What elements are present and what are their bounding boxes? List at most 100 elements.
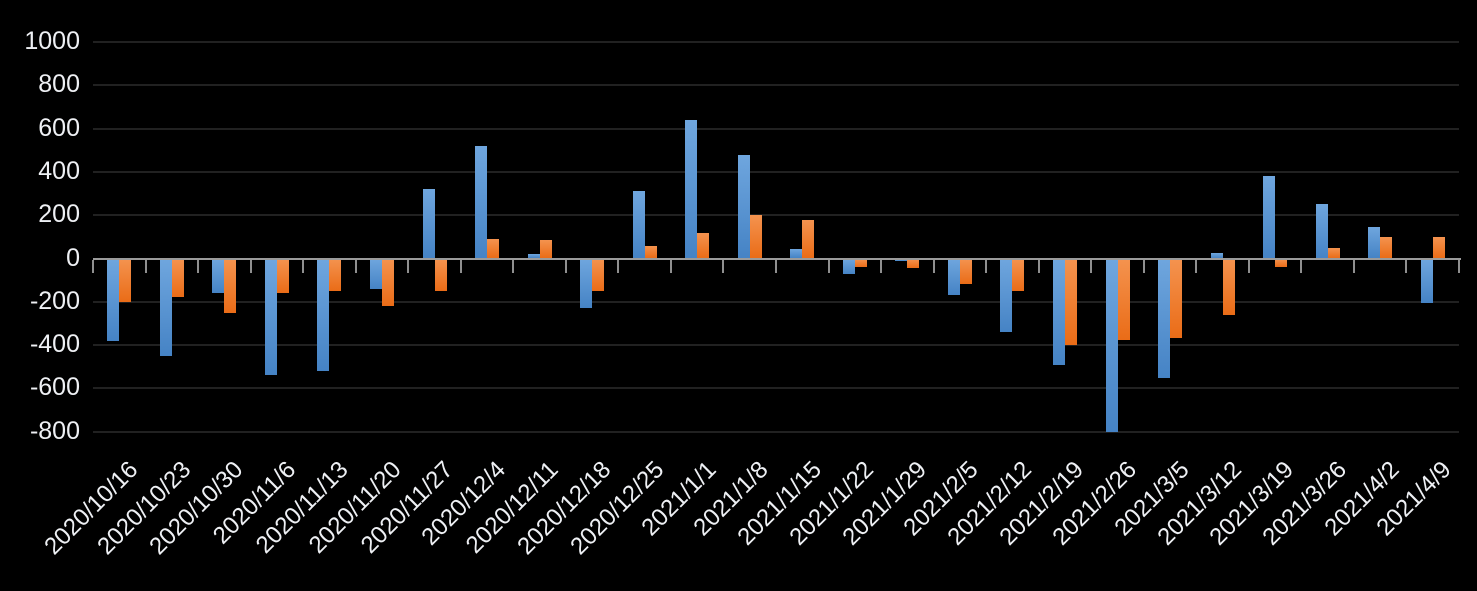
bar-orange: [224, 258, 237, 313]
bar-blue: [1105, 258, 1118, 432]
bar-blue: [842, 258, 855, 274]
x-axis-tick: [1142, 259, 1145, 273]
x-axis-tick: [92, 259, 94, 273]
bar-blue: [1210, 253, 1223, 259]
bar-orange: [697, 232, 710, 259]
y-tick-label: 800: [38, 70, 80, 99]
gridline--800: [93, 430, 1459, 433]
gridline--200: [93, 300, 1459, 303]
bar-orange: [1327, 247, 1340, 259]
x-axis-tick: [512, 259, 515, 273]
bar-blue: [422, 189, 435, 259]
x-axis-tick: [880, 259, 883, 273]
y-tick-label: 1000: [24, 27, 80, 55]
bar-blue: [317, 258, 330, 372]
bar-blue: [159, 258, 172, 356]
bar-blue: [1158, 258, 1171, 378]
x-axis-tick: [669, 259, 672, 273]
y-tick-label: 0: [66, 243, 80, 272]
bar-orange: [644, 245, 657, 259]
gridline--400: [93, 344, 1459, 347]
bar-blue: [790, 248, 803, 259]
x-axis-tick: [617, 259, 620, 273]
bar-orange: [171, 258, 184, 298]
x-axis-tick: [1247, 259, 1250, 273]
bar-blue: [1420, 258, 1433, 303]
bar-blue: [1263, 176, 1276, 259]
bar-orange: [119, 258, 132, 302]
bar-orange: [1117, 258, 1130, 340]
bar-blue: [1000, 258, 1013, 333]
bar-blue: [895, 258, 908, 261]
bar-blue: [580, 258, 593, 309]
bar-blue: [1368, 227, 1381, 259]
bar-orange: [487, 239, 500, 259]
x-axis-tick: [564, 259, 567, 273]
bar-orange: [749, 215, 762, 259]
x-axis-tick: [1300, 259, 1303, 273]
bar-orange: [1380, 236, 1393, 259]
bar-blue: [685, 119, 698, 259]
gridline--600: [93, 387, 1459, 390]
x-axis-tick: [985, 259, 988, 273]
x-axis-tick: [302, 259, 305, 273]
x-axis-tick: [249, 259, 252, 273]
y-tick-label: -400: [29, 330, 80, 359]
x-axis-tick: [1458, 259, 1460, 273]
bar-blue: [1315, 204, 1328, 259]
y-tick-label: -200: [29, 286, 80, 315]
x-axis-tick: [144, 259, 147, 273]
y-tick-label: 200: [38, 200, 80, 229]
bar-blue: [1052, 258, 1065, 365]
bar-blue: [737, 154, 750, 259]
bar-blue: [107, 258, 120, 341]
x-axis-tick: [722, 259, 725, 273]
gridline-600: [93, 127, 1459, 130]
x-axis-tick: [827, 259, 830, 273]
bar-orange: [381, 258, 394, 307]
x-axis-tick: [1352, 259, 1355, 273]
x-axis-tick: [407, 259, 410, 273]
bar-orange: [802, 219, 815, 259]
x-axis-tick: [1037, 259, 1040, 273]
bar-blue: [212, 258, 225, 294]
bar-orange: [276, 258, 289, 294]
x-axis-tick: [354, 259, 357, 273]
x-axis-tick: [197, 259, 200, 273]
gridline-800: [93, 84, 1459, 87]
bar-orange: [539, 240, 552, 259]
bar-orange: [1275, 258, 1288, 268]
bar-orange: [329, 258, 342, 291]
bar-orange: [434, 258, 447, 291]
bar-blue: [527, 254, 540, 259]
x-axis-tick: [459, 259, 462, 273]
bar-orange: [907, 258, 920, 269]
bar-orange: [592, 258, 605, 291]
gridline-400: [93, 170, 1459, 173]
gridline-200: [93, 214, 1459, 217]
x-axis-tick: [1195, 259, 1198, 273]
gridline-1000: [93, 41, 1459, 43]
bar-orange: [1432, 236, 1445, 259]
x-axis-line: [93, 257, 1461, 260]
bar-orange: [1012, 258, 1025, 291]
bar-orange: [1170, 258, 1183, 338]
bar-orange: [1222, 258, 1235, 315]
bar-blue: [475, 145, 488, 259]
x-axis-tick: [775, 259, 777, 273]
y-tick-label: 400: [38, 156, 80, 185]
bar-blue: [264, 258, 277, 376]
bar-orange: [959, 258, 972, 285]
bar-blue: [632, 191, 645, 259]
bar-blue: [947, 258, 960, 296]
y-tick-label: -800: [29, 416, 80, 445]
y-tick-label: -600: [29, 373, 80, 402]
x-axis-tick: [1405, 259, 1408, 273]
bar-orange: [1064, 258, 1077, 346]
bar-orange: [854, 258, 867, 268]
y-tick-label: 600: [38, 113, 80, 142]
x-axis-tick: [932, 259, 935, 273]
x-axis-tick: [1090, 259, 1093, 273]
bar-blue: [369, 258, 382, 289]
